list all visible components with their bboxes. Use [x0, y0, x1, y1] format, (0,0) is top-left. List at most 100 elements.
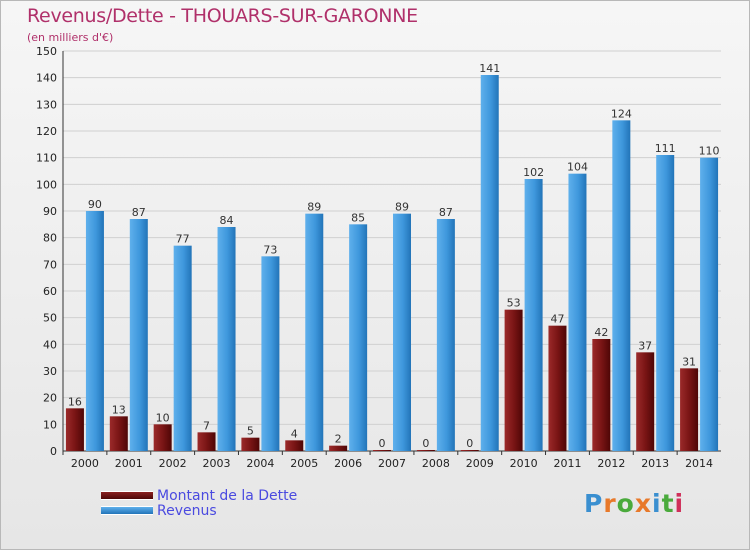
- data-label-dette: 13: [112, 403, 126, 416]
- data-label-dette: 53: [507, 297, 521, 310]
- data-label-revenus: 141: [479, 62, 500, 75]
- bar-dette: [460, 450, 479, 451]
- data-label-dette: 10: [156, 411, 170, 424]
- axes: 0102030405060708090100110120130140150200…: [36, 45, 721, 470]
- y-tick-label: 140: [36, 72, 57, 85]
- y-tick-label: 40: [43, 338, 57, 351]
- data-label-revenus: 104: [567, 161, 588, 174]
- data-label-revenus: 102: [523, 166, 544, 179]
- logo-letter: P: [584, 489, 604, 518]
- data-label-dette: 42: [594, 326, 608, 339]
- bar-revenus: [129, 219, 148, 451]
- bar-dette: [65, 408, 84, 451]
- y-tick-label: 20: [43, 392, 57, 405]
- data-label-dette: 47: [550, 313, 564, 326]
- bar-dette: [504, 309, 523, 451]
- bar-dette: [636, 352, 655, 451]
- bar-revenus: [656, 155, 675, 451]
- y-tick-label: 120: [36, 125, 57, 138]
- bar-dette: [680, 368, 699, 451]
- x-tick-label: 2002: [159, 457, 187, 470]
- data-label-revenus: 85: [351, 211, 365, 224]
- logo-letter: i: [674, 489, 685, 518]
- legend-swatch-dette: [101, 492, 153, 499]
- logo-letter: o: [616, 489, 635, 518]
- bar-dette: [153, 424, 172, 451]
- y-tick-label: 110: [36, 152, 57, 165]
- bar-revenus: [568, 173, 587, 451]
- data-label-revenus: 90: [88, 198, 102, 211]
- data-label-dette: 7: [203, 419, 210, 432]
- data-label-revenus: 124: [611, 107, 632, 120]
- x-tick-label: 2012: [597, 457, 625, 470]
- x-tick-label: 2000: [71, 457, 99, 470]
- bar-revenus: [393, 213, 411, 451]
- chart-subtitle: (en milliers d'€): [27, 31, 114, 44]
- x-tick-label: 2010: [510, 457, 538, 470]
- data-label-dette: 0: [466, 437, 473, 450]
- x-tick-label: 2009: [466, 457, 494, 470]
- x-tick-label: 2007: [378, 457, 406, 470]
- data-label-revenus: 77: [176, 233, 190, 246]
- legend-item-revenus: Revenus: [101, 502, 297, 519]
- data-label-dette: 16: [68, 395, 82, 408]
- bar-revenus: [85, 211, 104, 451]
- legend-label-revenus: Revenus: [157, 502, 217, 519]
- bar-revenus: [524, 179, 543, 451]
- data-label-dette: 4: [291, 427, 298, 440]
- bars: [65, 75, 719, 451]
- y-tick-label: 30: [43, 365, 57, 378]
- grid-lines: [63, 50, 721, 425]
- data-label-dette: 5: [247, 425, 254, 438]
- bar-dette: [241, 437, 260, 451]
- bar-dette: [592, 339, 611, 451]
- data-label-revenus: 84: [220, 214, 234, 227]
- logo-letter: r: [603, 489, 617, 518]
- logo-letter: t: [661, 489, 675, 518]
- bar-revenus: [612, 120, 631, 451]
- y-tick-label: 90: [43, 205, 57, 218]
- proxiti-logo: Proxiti: [584, 489, 684, 518]
- bar-revenus: [173, 245, 192, 451]
- bar-dette: [416, 450, 435, 451]
- logo-letter: i: [652, 489, 662, 518]
- data-label-revenus: 110: [699, 145, 720, 158]
- y-tick-label: 150: [36, 45, 57, 58]
- x-tick-label: 2006: [334, 457, 362, 470]
- bar-dette: [373, 450, 391, 451]
- y-tick-label: 10: [43, 418, 57, 431]
- bar-dette: [197, 432, 216, 451]
- bar-revenus: [261, 256, 280, 451]
- bar-revenus: [217, 227, 236, 451]
- bar-revenus: [480, 75, 499, 451]
- x-tick-label: 2005: [290, 457, 318, 470]
- data-label-revenus: 87: [439, 206, 453, 219]
- bar-dette: [548, 325, 567, 451]
- data-label-revenus: 87: [132, 206, 146, 219]
- x-tick-label: 2001: [115, 457, 143, 470]
- data-label-dette: 37: [638, 339, 652, 352]
- bar-revenus: [305, 213, 324, 451]
- bar-revenus: [436, 219, 455, 451]
- data-label-dette: 31: [682, 355, 696, 368]
- data-label-revenus: 73: [263, 243, 277, 256]
- x-tick-label: 2003: [203, 457, 231, 470]
- data-labels: 1690138710777845734892850890870141531024…: [68, 62, 720, 450]
- x-tick-label: 2011: [553, 457, 581, 470]
- y-tick-label: 70: [43, 258, 57, 271]
- y-tick-label: 50: [43, 312, 57, 325]
- bar-dette: [285, 440, 304, 451]
- legend-swatch-revenus: [101, 507, 153, 514]
- bar-dette: [329, 445, 348, 451]
- chart-title: Revenus/Dette - THOUARS-SUR-GARONNE: [27, 5, 418, 27]
- x-tick-label: 2013: [641, 457, 669, 470]
- data-label-revenus: 89: [307, 201, 321, 214]
- legend-item-dette: Montant de la Dette: [101, 488, 297, 504]
- y-tick-label: 60: [43, 285, 57, 298]
- x-tick-label: 2008: [422, 457, 450, 470]
- data-label-revenus: 111: [655, 142, 676, 155]
- y-tick-label: 100: [36, 178, 57, 191]
- x-tick-label: 2004: [246, 457, 274, 470]
- data-label-dette: 0: [379, 437, 386, 450]
